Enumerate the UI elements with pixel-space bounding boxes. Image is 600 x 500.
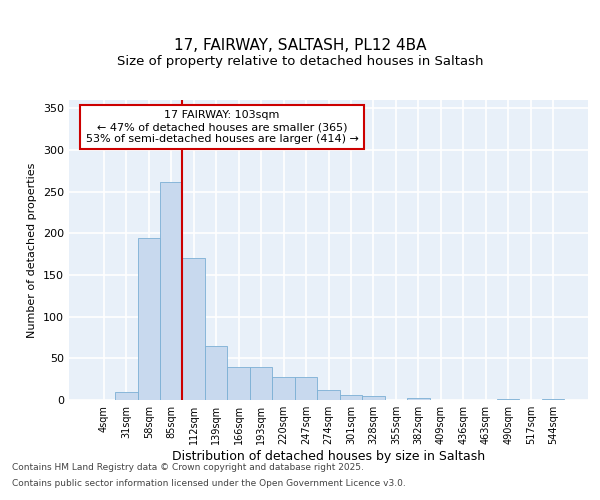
Bar <box>272 376 295 400</box>
Bar <box>205 346 227 400</box>
Bar <box>340 395 362 400</box>
Text: Contains public sector information licensed under the Open Government Licence v3: Contains public sector information licen… <box>12 478 406 488</box>
Bar <box>542 399 565 400</box>
Bar <box>250 366 272 400</box>
Text: 17, FAIRWAY, SALTASH, PL12 4BA: 17, FAIRWAY, SALTASH, PL12 4BA <box>174 38 426 52</box>
X-axis label: Distribution of detached houses by size in Saltash: Distribution of detached houses by size … <box>172 450 485 463</box>
Bar <box>137 238 160 400</box>
Bar <box>407 398 430 400</box>
Bar <box>295 376 317 400</box>
Text: Contains HM Land Registry data © Crown copyright and database right 2025.: Contains HM Land Registry data © Crown c… <box>12 464 364 472</box>
Bar <box>497 399 520 400</box>
Bar <box>160 182 182 400</box>
Bar <box>115 392 137 400</box>
Text: Size of property relative to detached houses in Saltash: Size of property relative to detached ho… <box>117 54 483 68</box>
Bar <box>182 258 205 400</box>
Text: 17 FAIRWAY: 103sqm
← 47% of detached houses are smaller (365)
53% of semi-detach: 17 FAIRWAY: 103sqm ← 47% of detached hou… <box>86 110 359 144</box>
Bar <box>227 366 250 400</box>
Y-axis label: Number of detached properties: Number of detached properties <box>28 162 37 338</box>
Bar <box>317 390 340 400</box>
Bar <box>362 396 385 400</box>
